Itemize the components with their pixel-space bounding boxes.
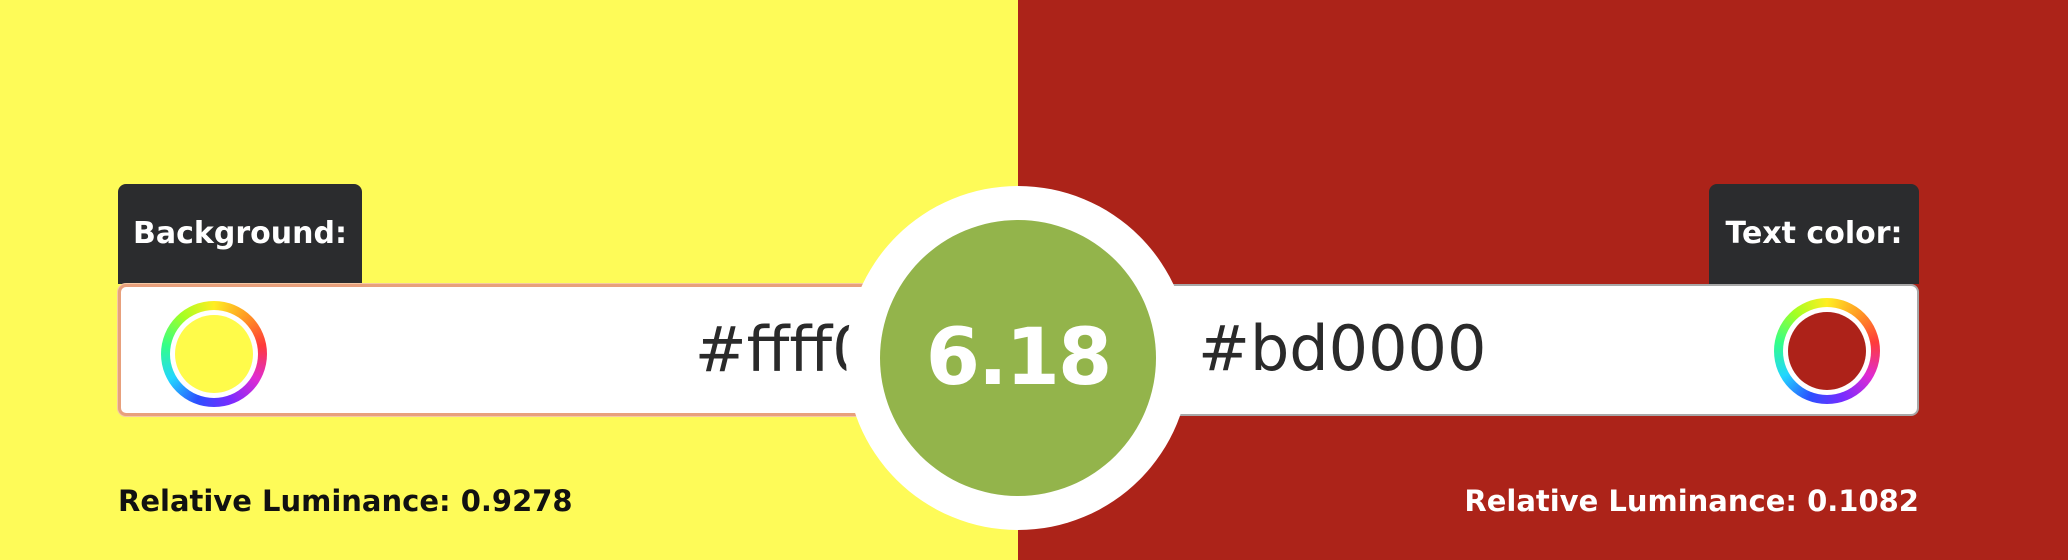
background-label-tab: Background: — [118, 184, 362, 284]
background-relative-luminance: Relative Luminance: 0.9278 — [118, 487, 573, 516]
text-color-luminance-label: Relative Luminance: — [1464, 484, 1797, 518]
color-wheel-icon[interactable] — [1774, 298, 1880, 404]
color-wheel-icon[interactable] — [161, 301, 267, 407]
contrast-ratio-value: 6.18 — [880, 220, 1156, 496]
background-label: Background: — [133, 216, 347, 251]
text-color-label-tab: Text color: — [1709, 184, 1919, 284]
background-color-field[interactable]: #ffff00 — [118, 284, 938, 416]
background-luminance-label: Relative Luminance: — [118, 484, 451, 518]
text-color-hex-input[interactable]: #bd0000 — [1198, 312, 1487, 385]
text-color-luminance-value: 0.1082 — [1807, 484, 1919, 518]
contrast-ratio-badge: 6.18 — [846, 186, 1190, 530]
text-color-label: Text color: — [1725, 216, 1903, 251]
background-swatch — [175, 315, 253, 393]
background-luminance-value: 0.9278 — [460, 484, 573, 518]
text-color-relative-luminance: Relative Luminance: 0.1082 — [1464, 487, 1919, 516]
text-color-swatch — [1788, 312, 1866, 390]
